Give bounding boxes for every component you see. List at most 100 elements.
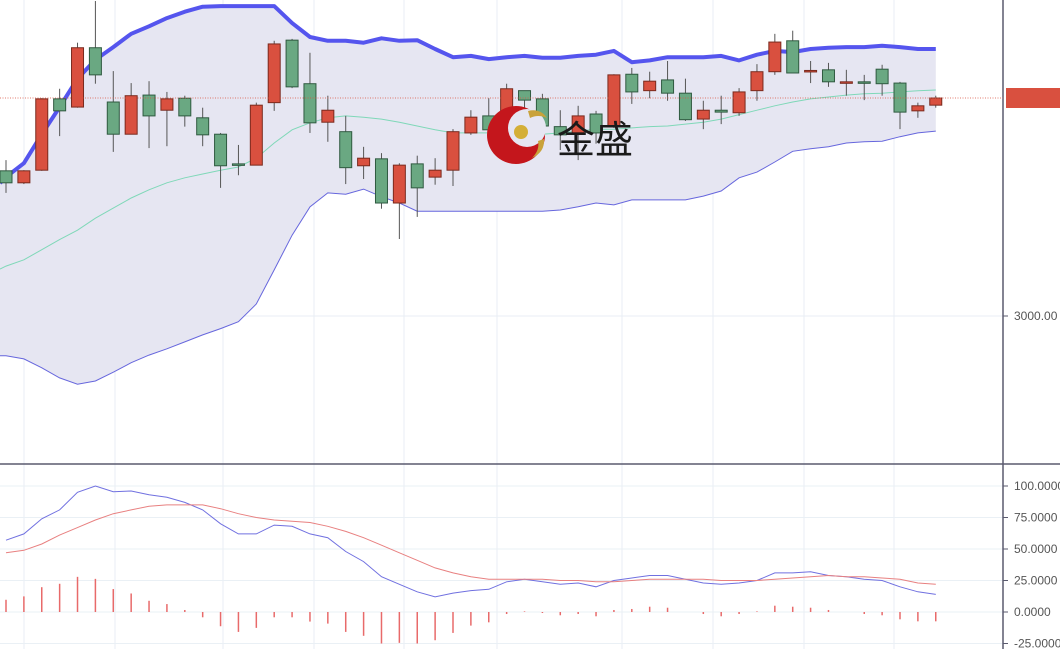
candle-body bbox=[124, 95, 138, 135]
candle-body bbox=[106, 101, 120, 135]
candle-body bbox=[17, 170, 31, 184]
candle-body bbox=[249, 104, 263, 166]
candle-body bbox=[374, 158, 388, 204]
candle-body bbox=[142, 94, 156, 117]
candle bbox=[285, 38, 299, 89]
indicator-axis-tick-label: 50.0000 bbox=[1014, 542, 1058, 556]
candle bbox=[339, 115, 353, 185]
candle-body bbox=[357, 157, 371, 167]
candle-body bbox=[607, 74, 621, 128]
candle-body bbox=[714, 109, 728, 113]
candlesticks bbox=[0, 1, 943, 239]
candle bbox=[0, 160, 13, 193]
candle-body bbox=[392, 164, 406, 204]
candle-body bbox=[839, 81, 853, 84]
candle-body bbox=[53, 98, 67, 112]
logo-leaf-icon bbox=[528, 110, 547, 118]
y-axis-tick-label: 3000.00 bbox=[1014, 309, 1058, 323]
candle bbox=[571, 105, 585, 161]
candle-body bbox=[196, 117, 210, 136]
last-price-tag bbox=[1006, 88, 1060, 108]
candle bbox=[625, 67, 639, 104]
candle-body bbox=[661, 79, 675, 94]
indicator-axis-tick-label: 75.0000 bbox=[1014, 511, 1058, 525]
candle-body bbox=[285, 39, 299, 88]
candle-body bbox=[786, 40, 800, 74]
candle bbox=[428, 158, 442, 185]
candle bbox=[643, 71, 657, 99]
candle bbox=[714, 95, 728, 125]
candle bbox=[88, 1, 102, 84]
candle bbox=[661, 60, 675, 101]
candle-body bbox=[893, 82, 907, 113]
candle bbox=[893, 81, 907, 130]
candle bbox=[589, 110, 603, 144]
candle-body bbox=[321, 109, 335, 123]
logo-text: 金盛 bbox=[557, 118, 633, 162]
candle bbox=[464, 110, 478, 135]
candle bbox=[71, 42, 85, 108]
candle-body bbox=[35, 98, 49, 171]
candle-body bbox=[571, 115, 585, 134]
candle bbox=[35, 98, 49, 171]
candle-body bbox=[696, 109, 710, 120]
watermark-logo: 金盛 bbox=[487, 106, 633, 164]
indicator-panel bbox=[5, 485, 937, 644]
candle-body bbox=[214, 133, 228, 167]
candle-body bbox=[875, 68, 889, 85]
candle-body bbox=[0, 170, 13, 184]
candle-body bbox=[518, 90, 532, 101]
candle bbox=[821, 62, 835, 87]
candle-body bbox=[857, 81, 871, 84]
candle bbox=[357, 146, 371, 180]
bollinger-mid-line bbox=[0, 89, 936, 270]
candle-body bbox=[303, 83, 317, 124]
candle-body bbox=[643, 80, 657, 92]
candle-body bbox=[267, 43, 281, 104]
candle bbox=[374, 153, 388, 209]
candle-body bbox=[929, 97, 943, 106]
candle-body bbox=[625, 73, 639, 93]
candle bbox=[17, 170, 31, 185]
candle-body bbox=[464, 116, 478, 134]
candle-body bbox=[231, 163, 245, 166]
candle bbox=[214, 132, 228, 188]
candle-body bbox=[428, 169, 442, 178]
candle bbox=[553, 110, 567, 150]
indicator-axis-tick-label: 0.0000 bbox=[1014, 605, 1051, 619]
indicator-line-fast bbox=[5, 485, 936, 598]
candle bbox=[303, 52, 317, 133]
candle bbox=[732, 88, 746, 116]
candle-body bbox=[339, 131, 353, 169]
candle bbox=[750, 64, 764, 101]
candle bbox=[410, 155, 424, 217]
logo-ball-icon bbox=[514, 125, 528, 139]
candle bbox=[106, 71, 120, 152]
candle bbox=[804, 60, 818, 84]
indicator-axis-tick-label: 100.0000 bbox=[1014, 479, 1060, 493]
candle-body bbox=[589, 113, 603, 134]
candle bbox=[267, 40, 281, 111]
candle-body bbox=[821, 69, 835, 83]
candle-body bbox=[71, 47, 85, 108]
bollinger-lower-line bbox=[0, 130, 936, 385]
candle bbox=[518, 90, 532, 111]
candle bbox=[446, 129, 460, 186]
candle bbox=[839, 69, 853, 96]
candle-body bbox=[768, 41, 782, 73]
indicator-axis-tick-label: 25.0000 bbox=[1014, 574, 1058, 588]
candle bbox=[768, 33, 782, 75]
candle bbox=[160, 91, 174, 147]
candle bbox=[607, 74, 621, 128]
candle bbox=[231, 144, 245, 176]
indicator-line-slow bbox=[5, 504, 936, 585]
candle-body bbox=[553, 126, 567, 136]
y-axis-background bbox=[1004, 0, 1060, 649]
candle bbox=[678, 78, 692, 121]
candle bbox=[142, 81, 156, 149]
candle-body bbox=[178, 97, 192, 117]
logo-leaf-icon bbox=[532, 139, 545, 158]
candle bbox=[911, 102, 925, 118]
